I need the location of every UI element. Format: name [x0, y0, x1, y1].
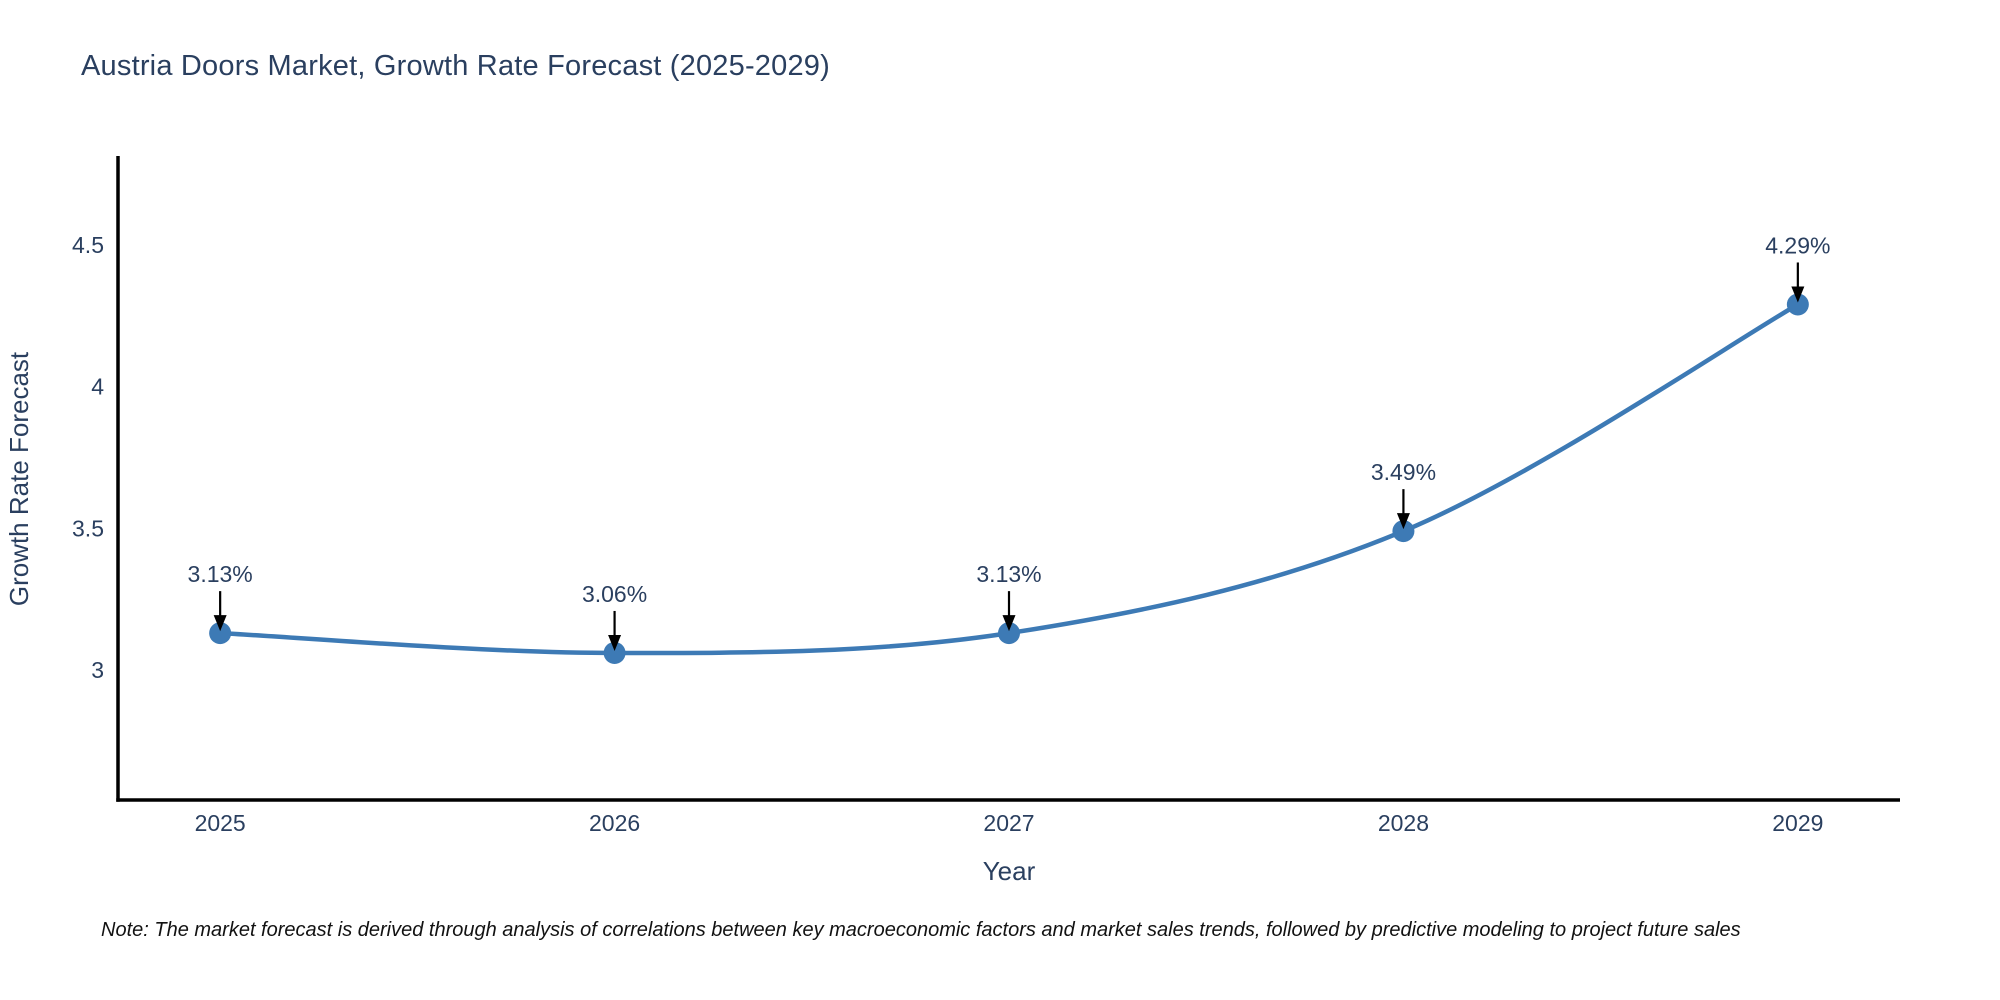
x-tick-label: 2029	[1772, 810, 1823, 836]
annotation-arrowhead	[1002, 615, 1016, 632]
data-point-label: 3.13%	[976, 561, 1041, 587]
data-point-marker	[209, 622, 232, 645]
chart-title: Austria Doors Market, Growth Rate Foreca…	[81, 50, 830, 82]
y-tick-label: 3.5	[72, 515, 104, 541]
data-point-marker	[998, 622, 1020, 645]
y-tick-label: 4	[91, 374, 104, 400]
data-point-label: 3.13%	[188, 561, 253, 587]
y-tick-label: 4.5	[72, 232, 104, 258]
x-tick-label: 2027	[983, 810, 1034, 836]
x-tick-label: 2026	[589, 810, 640, 836]
data-point-label: 4.29%	[1765, 232, 1830, 258]
data-point-marker	[1392, 520, 1415, 543]
data-point-label: 3.49%	[1371, 459, 1436, 485]
data-point-label: 3.06%	[582, 581, 647, 607]
footnote: Note: The market forecast is derived thr…	[101, 919, 1741, 941]
annotation-arrowhead	[1791, 286, 1805, 303]
y-tick-label: 3	[91, 657, 104, 683]
x-tick-label: 2025	[195, 810, 246, 836]
annotation-arrowhead	[608, 634, 622, 651]
annotation-arrowhead	[213, 615, 227, 632]
data-point-marker	[1786, 293, 1809, 316]
data-point-marker	[603, 641, 626, 664]
x-axis-title: Year	[983, 856, 1036, 886]
y-axis-title: Growth Rate Forecast	[4, 351, 34, 606]
x-tick-label: 2028	[1378, 810, 1429, 836]
annotation-arrowhead	[1396, 513, 1410, 530]
